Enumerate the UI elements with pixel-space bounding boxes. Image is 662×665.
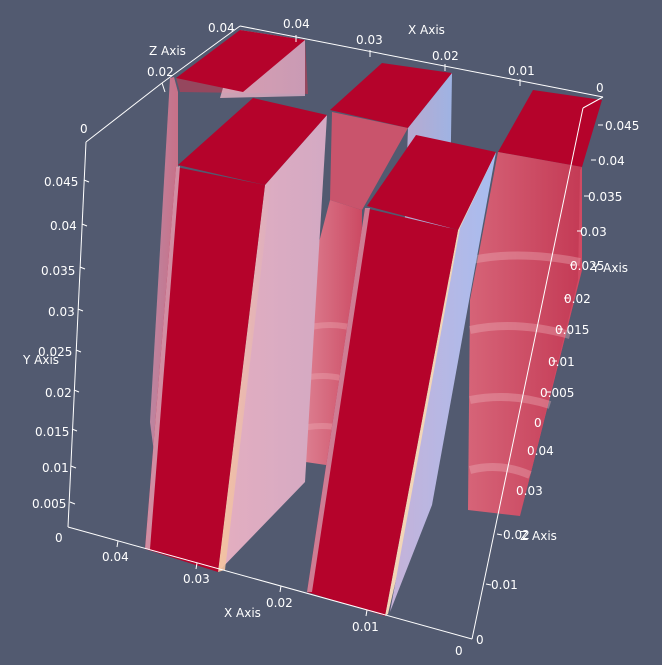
left-y-tick-label: 0.035 [41,264,75,278]
left-y-tick-label: 0.02 [45,386,72,400]
right-y-tick-label: 0.045 [605,119,639,133]
y-axis-title-right: Y Axis [591,261,628,275]
right-z-tick-label: 0.02 [503,528,530,542]
slab-front-left [145,98,327,572]
left-y-tick-label: 0.005 [32,497,66,511]
right-z-tick-label: 0.04 [527,444,554,458]
x-axis-title-top: X Axis [408,23,445,37]
slab-back-right-bands [468,251,581,479]
right-y-tick-label: 0.025 [570,259,604,273]
left-y-tick-label: 0.015 [35,425,69,439]
slab-front-right [307,135,496,616]
right-y-tick-label: 0.03 [580,225,607,239]
right-y-tick-label: 0.02 [564,292,591,306]
top-x-tick-label: 0.04 [283,17,310,31]
top-z-ticks: 0.04 0.02 0 [80,21,235,136]
right-z-tick-label: 0.01 [491,578,518,592]
right-y-ticks: 0.045 0.04 0.035 0.03 0.025 0.02 0.015 0… [534,119,639,430]
right-y-tick-label: 0.04 [598,154,625,168]
x-axis-title-bottom: X Axis [224,606,261,620]
right-z-ticks: 0.04 0.03 0.02 0.01 0 [476,444,554,647]
right-y-tick-label: 0.015 [555,323,589,337]
left-y-ticks: 0.045 0.04 0.035 0.03 0.025 0.02 0.015 0… [32,175,90,545]
axis-lines [67,25,604,640]
left-y-tick-label: 0.025 [38,345,72,359]
right-y-tick-label: 0.035 [588,190,622,204]
slab-back-right [468,90,602,516]
top-z-tick-label: 0.02 [147,65,174,79]
left-y-tick-label: 0.01 [42,461,69,475]
right-z-tick-label: 0 [476,633,484,647]
right-y-tick-label: 0.005 [540,386,574,400]
top-z-tick-label: 0 [80,122,88,136]
right-y-tick-label: 0 [534,416,542,430]
y-axis-title-left: Y Axis [22,353,59,367]
bottom-x-tick-label: 0 [455,644,463,658]
z-axis-title-top: Z Axis [149,44,186,58]
bottom-x-ticks: 0.04 0.03 0.02 0.01 0 [102,540,463,658]
left-y-tick-label: 0 [55,531,63,545]
top-x-tick-label: 0.01 [508,64,535,78]
left-y-tick-label: 0.03 [48,305,75,319]
left-y-tick-label: 0.045 [44,175,78,189]
left-y-tick-label: 0.04 [50,219,77,233]
right-y-tick-label: 0.01 [548,355,575,369]
bottom-x-tick-label: 0.01 [352,620,379,634]
bottom-x-tick-label: 0.03 [183,572,210,586]
z-axis-title-right: Z Axis [520,529,557,543]
bottom-x-tick-label: 0.02 [266,596,293,610]
top-x-tick-label: 0.03 [356,33,383,47]
right-z-tick-label: 0.03 [516,484,543,498]
top-z-tick-label: 0.04 [208,21,235,35]
top-x-tick-label: 0.02 [432,49,459,63]
top-x-tick-label: 0 [596,81,604,95]
bottom-x-tick-label: 0.04 [102,550,129,564]
top-x-ticks: 0.04 0.03 0.02 0.01 0 [283,17,604,95]
